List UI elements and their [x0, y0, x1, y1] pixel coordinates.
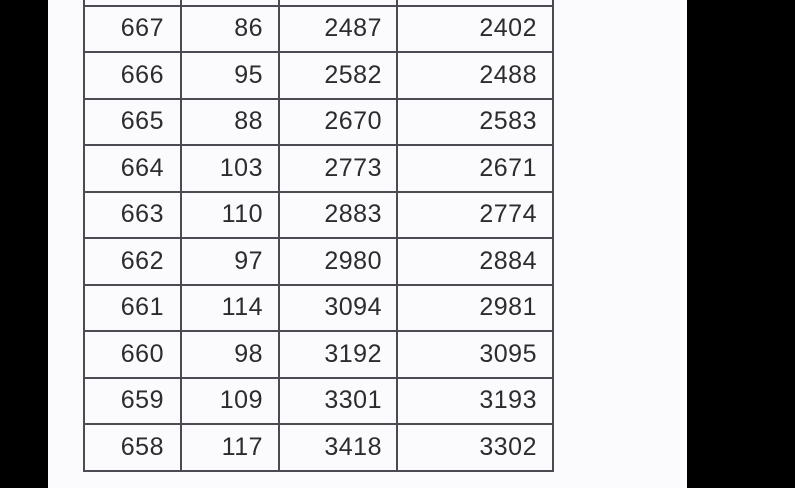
cell-cumulative: 3418 — [278, 423, 398, 472]
cell-rank_start: 2488 — [396, 51, 554, 100]
cell-score: 667 — [83, 4, 182, 53]
cell-count: 88 — [180, 97, 280, 146]
cell-rank_start: 2671 — [396, 144, 554, 193]
cell-rank_start: 3193 — [396, 376, 554, 425]
cell-cumulative: 2980 — [278, 237, 398, 286]
cell-score: 661 — [83, 283, 182, 332]
table-row: 661 114 3094 2981 — [83, 283, 554, 332]
cell-cumulative: 2773 — [278, 144, 398, 193]
score-distribution-table: 6689124012311667862487240266695258224886… — [83, 0, 554, 472]
table-row: 660 98 3192 3095 — [83, 330, 554, 379]
cell-count: 98 — [180, 330, 280, 379]
cell-cumulative: 2487 — [278, 4, 398, 53]
cell-score: 665 — [83, 97, 182, 146]
cell-rank_start: 2402 — [396, 4, 554, 53]
cell-score: 663 — [83, 190, 182, 239]
cell-rank_start: 2884 — [396, 237, 554, 286]
letterbox-left — [0, 0, 48, 488]
cell-count: 103 — [180, 144, 280, 193]
cell-cumulative: 3301 — [278, 376, 398, 425]
table-row: 663 110 2883 2774 — [83, 190, 554, 239]
cell-count: 95 — [180, 51, 280, 100]
cell-count: 97 — [180, 237, 280, 286]
cell-score: 659 — [83, 376, 182, 425]
cell-rank_start: 3095 — [396, 330, 554, 379]
cell-score: 664 — [83, 144, 182, 193]
cell-score: 658 — [83, 423, 182, 472]
letterbox-right — [687, 0, 795, 488]
table-row: 664 103 2773 2671 — [83, 144, 554, 193]
cell-score: 662 — [83, 237, 182, 286]
cell-cumulative: 2401 — [278, 0, 398, 7]
score-distribution-table-container: 6689124012311667862487240266695258224886… — [83, 0, 554, 472]
cell-count: 91 — [180, 0, 280, 7]
cell-rank_start: 2774 — [396, 190, 554, 239]
cell-cumulative: 2582 — [278, 51, 398, 100]
cell-rank_start: 3302 — [396, 423, 554, 472]
table-row: 662 97 2980 2884 — [83, 237, 554, 286]
cell-rank_start: 2583 — [396, 97, 554, 146]
table-row: 658 117 3418 3302 — [83, 423, 554, 472]
table-body: 6689124012311667862487240266695258224886… — [83, 0, 554, 472]
cell-cumulative: 2883 — [278, 190, 398, 239]
cell-cumulative: 3094 — [278, 283, 398, 332]
cell-count: 109 — [180, 376, 280, 425]
cell-count: 114 — [180, 283, 280, 332]
cell-rank_start: 2311 — [396, 0, 554, 7]
cell-count: 86 — [180, 4, 280, 53]
cell-score: 668 — [83, 0, 182, 7]
table-row: 6689124012311 — [83, 0, 554, 7]
cell-rank_start: 2981 — [396, 283, 554, 332]
cell-count: 110 — [180, 190, 280, 239]
table-row: 666 95 2582 2488 — [83, 51, 554, 100]
table-row: 665 88 2670 2583 — [83, 97, 554, 146]
table-row: 667 86 2487 2402 — [83, 4, 554, 53]
cell-count: 117 — [180, 423, 280, 472]
cell-score: 660 — [83, 330, 182, 379]
cell-score: 666 — [83, 51, 182, 100]
cell-cumulative: 2670 — [278, 97, 398, 146]
cell-cumulative: 3192 — [278, 330, 398, 379]
table-row: 659 109 3301 3193 — [83, 376, 554, 425]
